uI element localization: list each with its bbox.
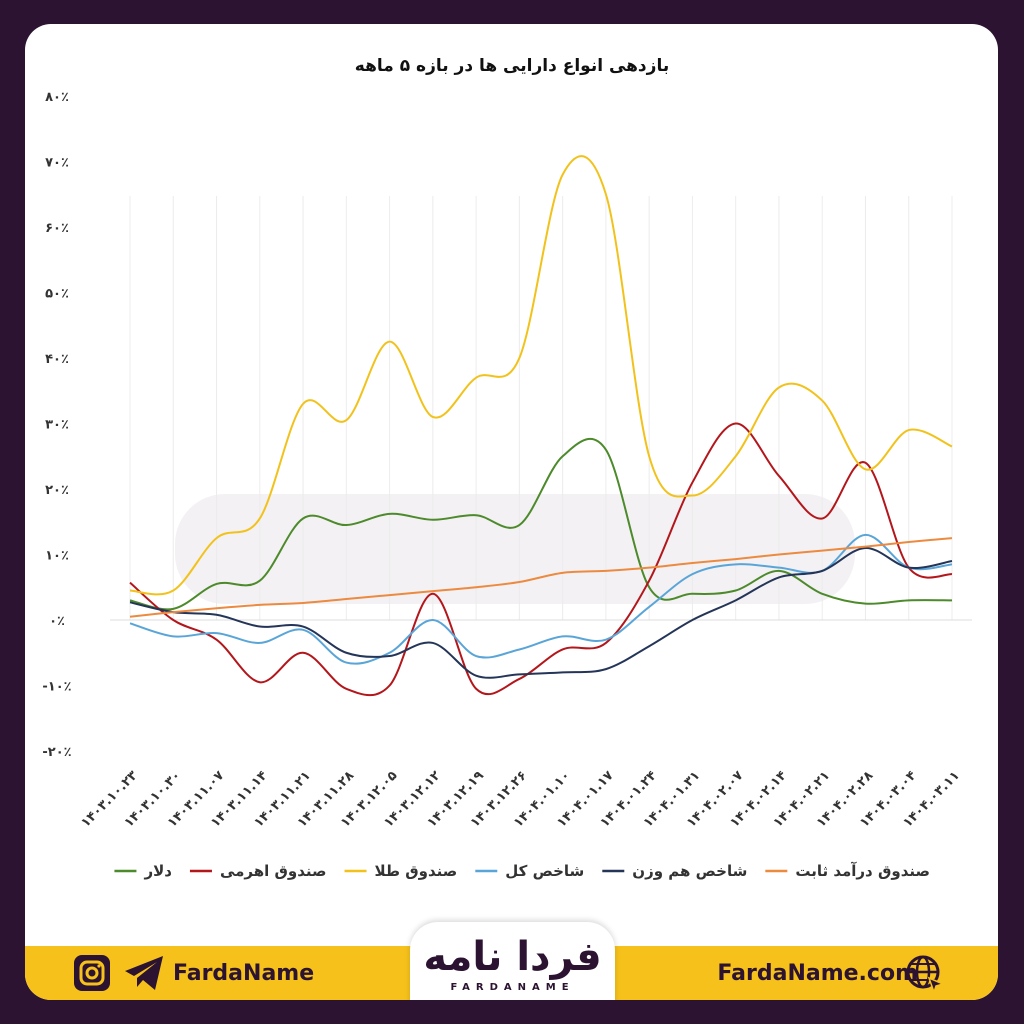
series-line-5: [129, 537, 953, 618]
grid: [110, 196, 972, 621]
y-tick-label: ۸۰٪: [45, 90, 69, 105]
y-tick-label: ۲۰٪: [45, 483, 69, 498]
y-tick-label: ۳۰٪: [45, 418, 69, 433]
y-tick-label: -۱۰٪: [42, 680, 71, 695]
instagram-icon[interactable]: [73, 954, 111, 992]
y-tick-label: ۴۰٪: [45, 352, 69, 367]
y-axis: ۸۰٪ ۷۰٪ ۶۰٪ ۵۰٪ ۴۰٪ ۳۰٪ ۲۰٪ ۱۰٪ ۰٪ -۱۰٪ -۲۰٪: [42, 90, 71, 760]
series-line-4: [129, 546, 953, 679]
card: بازدهی انواع دارایی ها در بازه ۵ ماهه ۸۰…: [25, 24, 998, 1000]
watermark-logo: [175, 494, 855, 604]
logo-subtext: FARDANAME: [450, 982, 575, 993]
y-tick-label: ۱۰٪: [45, 549, 69, 564]
globe-cursor-icon[interactable]: [905, 954, 945, 994]
line-chart: بازدهی انواع دارایی ها در بازه ۵ ماهه ۸۰…: [42, 56, 972, 880]
y-tick-label: ۰٪: [49, 614, 65, 629]
legend-label: صندوق طلا: [375, 862, 458, 880]
series-line-0: [129, 437, 953, 611]
series-line-1: [129, 422, 953, 697]
y-tick-label: -۲۰٪: [42, 745, 71, 760]
series-line-2: [129, 155, 953, 596]
website-link[interactable]: FardaName.com: [717, 961, 918, 986]
logo-text: فردا نامه: [423, 934, 602, 980]
logo-badge: فردا نامه FARDANAME: [410, 922, 615, 1000]
legend-label: شاخص هم وزن: [632, 862, 747, 880]
y-tick-label: ۶۰٪: [45, 221, 69, 236]
x-axis: ۱۴۰۳.۱۰.۲۳۱۴۰۳.۱۰.۳۰۱۴۰۳.۱۱.۰۷۱۴۰۳.۱۱.۱۴…: [78, 768, 962, 831]
legend-label: شاخص کل: [505, 862, 584, 880]
chart-title: بازدهی انواع دارایی ها در بازه ۵ ماهه: [355, 56, 669, 76]
y-tick-label: ۵۰٪: [45, 287, 69, 302]
series-lines: [129, 155, 953, 697]
telegram-icon[interactable]: [123, 954, 165, 992]
legend: صندوق درآمد ثابت شاخص هم وزن شاخص کل صندوق …: [114, 862, 930, 880]
brand-handle: FardaName: [173, 961, 315, 986]
legend-label: صندوق اهرمی: [220, 862, 327, 880]
y-tick-label: ۷۰٪: [45, 156, 69, 171]
legend-label: صندوق درآمد ثابت: [795, 862, 930, 880]
legend-label: دلار: [143, 862, 172, 880]
